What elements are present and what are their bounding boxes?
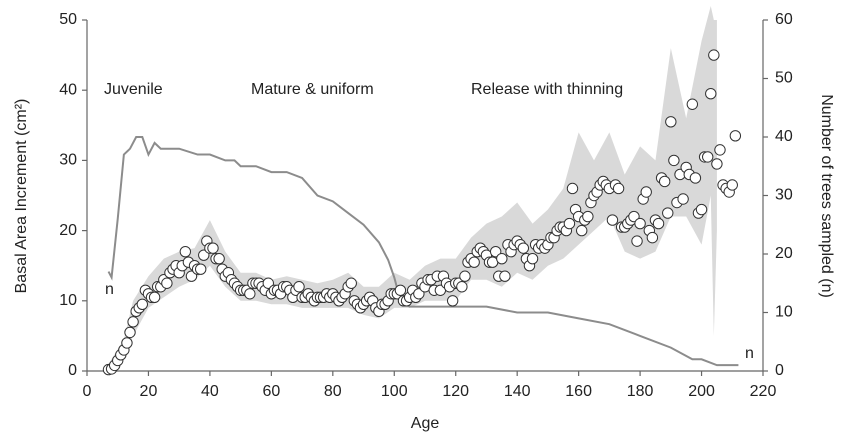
x-tick-label: 200	[688, 383, 715, 400]
y2-tick-label: 0	[775, 362, 784, 379]
y2-tick-label: 40	[775, 128, 793, 145]
y-tick-label: 0	[68, 362, 77, 379]
y-axis-title: Basal Area Increment (cm²)	[13, 99, 30, 294]
x-tick-label: 120	[442, 383, 469, 400]
x-tick-label: 0	[83, 383, 92, 400]
data-point	[640, 186, 652, 198]
data-point	[194, 263, 207, 275]
y2-tick-label: 60	[775, 11, 793, 28]
data-point	[394, 284, 407, 296]
data-point	[576, 224, 588, 237]
data-point	[293, 281, 305, 293]
y2-tick-label: 10	[775, 304, 793, 321]
annotation: Juvenile	[104, 81, 163, 98]
data-point	[127, 316, 139, 328]
annotation: n	[105, 281, 114, 298]
y-tick-label: 50	[59, 11, 77, 28]
data-point	[705, 88, 717, 100]
data-point	[631, 235, 643, 247]
data-point	[213, 252, 225, 265]
data-point	[665, 116, 677, 128]
x-tick-label: 140	[504, 383, 531, 400]
data-point	[179, 245, 192, 258]
data-point	[526, 252, 539, 265]
data-point	[686, 98, 699, 110]
data-point	[161, 277, 173, 289]
data-point	[207, 242, 219, 254]
data-point	[668, 154, 680, 167]
data-point	[726, 179, 738, 191]
data-point	[499, 270, 511, 282]
data-point	[468, 256, 480, 268]
data-point	[689, 172, 702, 184]
x-axis-title: Age	[411, 415, 440, 432]
data-point	[148, 291, 161, 303]
y-tick-label: 40	[59, 81, 77, 98]
x-tick-label: 40	[201, 383, 219, 400]
data-point	[658, 175, 671, 188]
data-point	[566, 182, 579, 195]
annotation: Release with thinning	[471, 81, 623, 98]
data-point	[136, 298, 149, 311]
y2-tick-label: 20	[775, 245, 793, 262]
x-tick-label: 20	[140, 383, 158, 400]
x-tick-label: 80	[324, 383, 342, 400]
data-point	[714, 144, 726, 156]
data-point	[446, 295, 459, 307]
annotation: n	[745, 345, 754, 362]
data-point	[517, 242, 530, 254]
data-point	[121, 337, 133, 349]
x-tick-label: 220	[750, 383, 777, 400]
y2-tick-label: 50	[775, 70, 793, 87]
x-tick-label: 100	[381, 383, 408, 400]
data-point	[612, 182, 625, 195]
data-point	[496, 252, 508, 265]
data-point	[124, 326, 136, 339]
data-point	[708, 49, 720, 61]
data-point	[345, 277, 357, 289]
sample-count-line	[107, 136, 739, 367]
data-point	[563, 217, 576, 230]
data-point	[677, 193, 689, 205]
range-band	[108, 5, 717, 372]
x-tick-label: 60	[262, 383, 280, 400]
data-point	[652, 217, 665, 230]
x-tick-label: 180	[627, 383, 654, 400]
data-point	[701, 151, 714, 163]
annotation: Mature & uniform	[251, 81, 374, 98]
data-point	[729, 130, 742, 142]
y2-axis-title: Number of trees sampled (n)	[818, 94, 835, 298]
data-point	[582, 210, 594, 223]
data-point	[634, 217, 646, 230]
data-point	[606, 214, 619, 226]
data-point	[646, 231, 659, 244]
data-point	[662, 207, 674, 219]
data-point	[695, 203, 708, 216]
y-tick-label: 20	[59, 222, 77, 239]
data-point	[459, 270, 471, 282]
data-point	[711, 158, 723, 170]
y-tick-label: 30	[59, 152, 77, 169]
data-point	[244, 288, 256, 300]
y2-tick-label: 30	[775, 187, 793, 204]
x-tick-label: 160	[565, 383, 592, 400]
y-tick-label: 10	[59, 292, 77, 309]
data-point	[456, 281, 468, 293]
